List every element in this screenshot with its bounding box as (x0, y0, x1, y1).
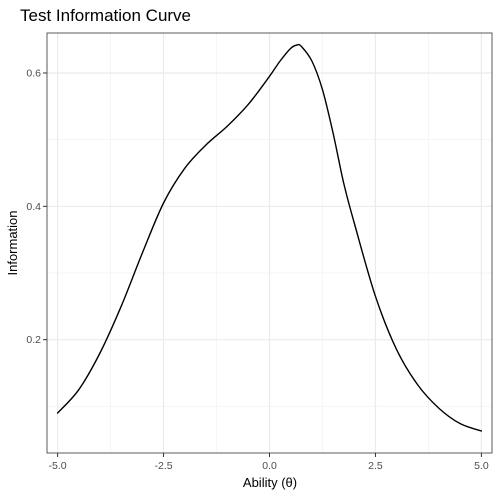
axes: -5.0 -2.5 0.0 2.5 5.0 0.2 0.4 0.6 (26, 68, 488, 473)
x-tick-label: 0.0 (262, 460, 277, 472)
y-tick-label: 0.6 (26, 68, 41, 80)
chart-title: Test Information Curve (20, 6, 191, 25)
x-tick-label: 2.5 (368, 460, 383, 472)
series-layer (56, 43, 483, 432)
x-tick-label: 5.0 (474, 460, 489, 472)
x-axis-label: Ability (θ) (243, 475, 297, 490)
x-tick-label: -5.0 (49, 460, 67, 472)
y-tick-label: 0.4 (26, 201, 41, 213)
y-axis-label: Information (5, 210, 20, 275)
series-line-0 (56, 43, 483, 432)
grid (47, 33, 492, 453)
x-tick-label: -2.5 (155, 460, 173, 472)
y-tick-label: 0.2 (26, 334, 41, 346)
